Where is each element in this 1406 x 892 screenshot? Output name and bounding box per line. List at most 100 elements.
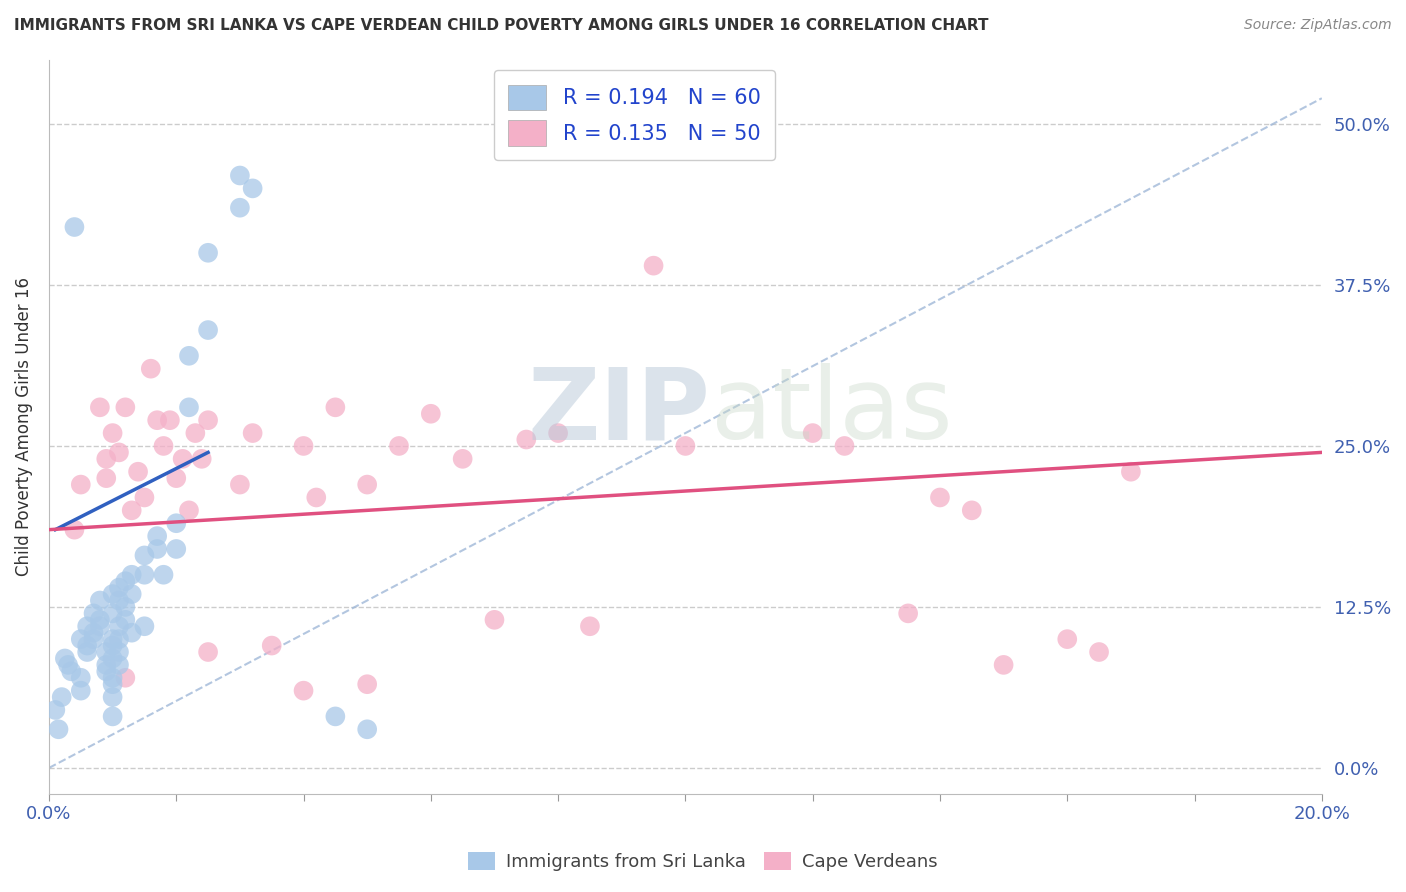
Point bbox=[121, 567, 143, 582]
Point bbox=[96, 657, 118, 672]
Point bbox=[48, 723, 70, 737]
Point bbox=[114, 613, 136, 627]
Point bbox=[419, 407, 441, 421]
Point bbox=[101, 426, 124, 441]
Point bbox=[96, 451, 118, 466]
Point bbox=[451, 451, 474, 466]
Point bbox=[134, 619, 156, 633]
Point bbox=[96, 665, 118, 679]
Point bbox=[834, 439, 856, 453]
Point bbox=[292, 683, 315, 698]
Point bbox=[929, 491, 952, 505]
Point bbox=[76, 645, 98, 659]
Legend: Immigrants from Sri Lanka, Cape Verdeans: Immigrants from Sri Lanka, Cape Verdeans bbox=[461, 845, 945, 879]
Point bbox=[1056, 632, 1078, 647]
Point bbox=[108, 581, 131, 595]
Point bbox=[197, 323, 219, 337]
Point bbox=[83, 625, 105, 640]
Point bbox=[292, 439, 315, 453]
Point bbox=[242, 181, 264, 195]
Point bbox=[260, 639, 283, 653]
Point bbox=[69, 671, 91, 685]
Point bbox=[229, 201, 252, 215]
Point bbox=[114, 599, 136, 614]
Point bbox=[305, 491, 328, 505]
Legend: R = 0.194   N = 60, R = 0.135   N = 50: R = 0.194 N = 60, R = 0.135 N = 50 bbox=[494, 70, 775, 161]
Point bbox=[69, 632, 91, 647]
Point bbox=[325, 709, 347, 723]
Point bbox=[197, 645, 219, 659]
Point bbox=[101, 651, 124, 665]
Point bbox=[114, 401, 136, 415]
Point bbox=[197, 413, 219, 427]
Point bbox=[108, 645, 131, 659]
Point bbox=[165, 541, 187, 556]
Point bbox=[993, 657, 1015, 672]
Point bbox=[388, 439, 411, 453]
Text: IMMIGRANTS FROM SRI LANKA VS CAPE VERDEAN CHILD POVERTY AMONG GIRLS UNDER 16 COR: IMMIGRANTS FROM SRI LANKA VS CAPE VERDEA… bbox=[14, 18, 988, 33]
Point bbox=[134, 549, 156, 563]
Point bbox=[229, 169, 252, 183]
Point bbox=[63, 523, 86, 537]
Point bbox=[325, 401, 347, 415]
Point bbox=[89, 619, 111, 633]
Point bbox=[101, 587, 124, 601]
Point bbox=[69, 683, 91, 698]
Point bbox=[177, 349, 200, 363]
Y-axis label: Child Poverty Among Girls Under 16: Child Poverty Among Girls Under 16 bbox=[15, 277, 32, 576]
Point bbox=[76, 619, 98, 633]
Point bbox=[51, 690, 73, 704]
Point bbox=[515, 433, 537, 447]
Point bbox=[177, 401, 200, 415]
Point bbox=[159, 413, 181, 427]
Point bbox=[197, 245, 219, 260]
Point bbox=[801, 426, 824, 441]
Point bbox=[101, 632, 124, 647]
Point bbox=[165, 471, 187, 485]
Point bbox=[114, 671, 136, 685]
Point bbox=[108, 657, 131, 672]
Point bbox=[108, 593, 131, 607]
Point bbox=[89, 613, 111, 627]
Point bbox=[356, 723, 378, 737]
Point bbox=[53, 651, 76, 665]
Point bbox=[172, 451, 194, 466]
Point bbox=[139, 361, 162, 376]
Point bbox=[56, 657, 79, 672]
Point bbox=[108, 445, 131, 459]
Point bbox=[1088, 645, 1111, 659]
Point bbox=[101, 639, 124, 653]
Point bbox=[63, 220, 86, 235]
Point bbox=[152, 439, 174, 453]
Point bbox=[177, 503, 200, 517]
Point bbox=[60, 665, 83, 679]
Point bbox=[152, 567, 174, 582]
Text: atlas: atlas bbox=[711, 363, 952, 460]
Point bbox=[146, 541, 169, 556]
Point bbox=[101, 671, 124, 685]
Point bbox=[897, 607, 920, 621]
Point bbox=[134, 491, 156, 505]
Point bbox=[101, 709, 124, 723]
Point bbox=[484, 613, 506, 627]
Point bbox=[134, 567, 156, 582]
Point bbox=[89, 401, 111, 415]
Point bbox=[101, 607, 124, 621]
Point bbox=[579, 619, 602, 633]
Text: Source: ZipAtlas.com: Source: ZipAtlas.com bbox=[1244, 18, 1392, 32]
Point bbox=[108, 632, 131, 647]
Text: ZIP: ZIP bbox=[529, 363, 711, 460]
Point bbox=[127, 465, 149, 479]
Point bbox=[547, 426, 569, 441]
Point bbox=[101, 677, 124, 691]
Point bbox=[190, 451, 212, 466]
Point bbox=[643, 259, 665, 273]
Point bbox=[101, 690, 124, 704]
Point bbox=[83, 632, 105, 647]
Point bbox=[673, 439, 696, 453]
Point bbox=[89, 593, 111, 607]
Point bbox=[242, 426, 264, 441]
Point bbox=[146, 529, 169, 543]
Point bbox=[114, 574, 136, 589]
Point bbox=[165, 516, 187, 531]
